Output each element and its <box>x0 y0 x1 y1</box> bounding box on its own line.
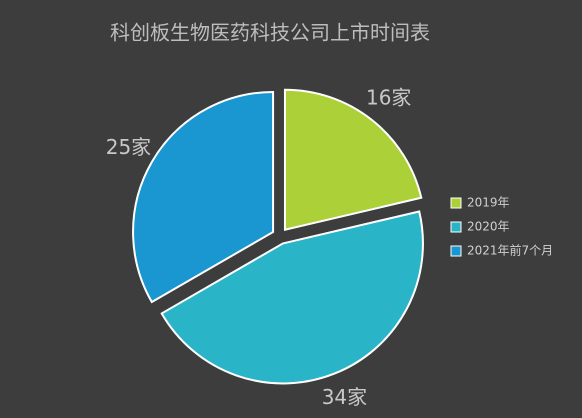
chart-title: 科创板生物医药科技公司上市时间表 <box>110 21 430 45</box>
pie-slice <box>283 88 423 231</box>
pie-slice <box>160 210 424 385</box>
data-label: 34家 <box>322 385 367 409</box>
legend-swatch <box>450 245 462 257</box>
pie-slice <box>132 90 275 304</box>
data-label: 16家 <box>366 85 411 109</box>
legend-label: 2021年前7个月 <box>467 243 553 258</box>
legend-label: 2019年 <box>467 196 510 210</box>
legend-swatch <box>450 197 462 209</box>
legend-label: 2020年 <box>467 220 510 234</box>
data-label: 25家 <box>106 135 151 159</box>
legend-swatch <box>450 221 462 233</box>
